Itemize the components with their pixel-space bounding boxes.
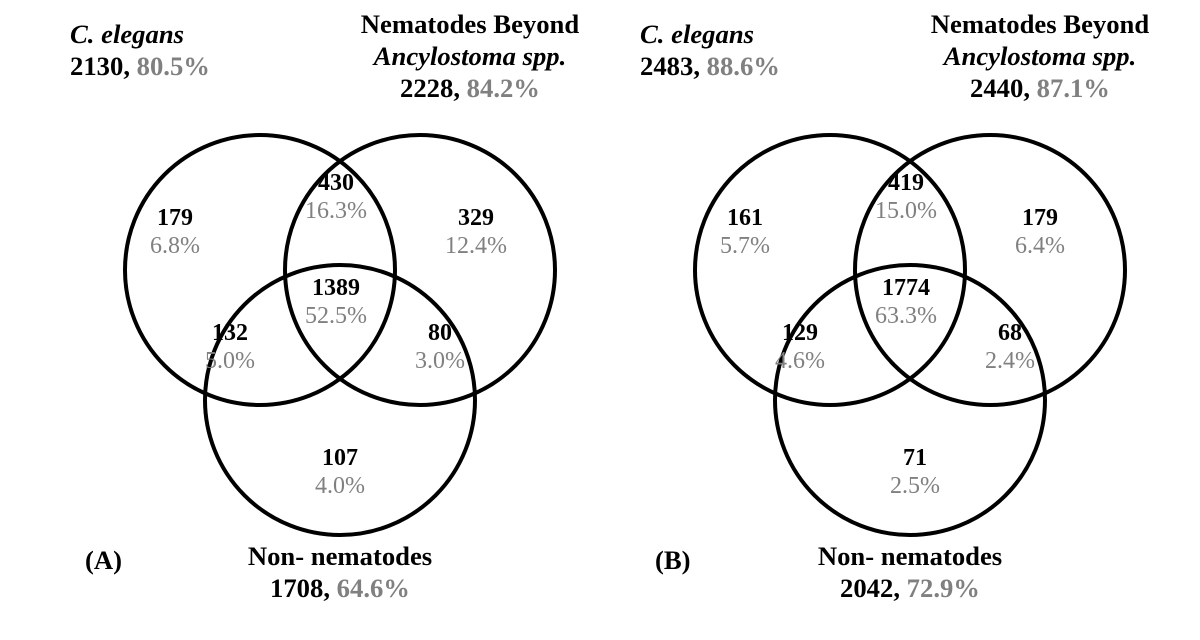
header-right-title-line1: Nematodes Beyond bbox=[330, 8, 610, 40]
a-lb: 132 5.0% bbox=[205, 320, 255, 375]
a-right-only: 329 12.4% bbox=[445, 205, 507, 260]
b-left-only: 161 5.7% bbox=[720, 205, 770, 260]
b-header-left-pct: 88.6% bbox=[707, 51, 780, 81]
a-left-only-count: 179 bbox=[150, 205, 200, 233]
header-left-title: C. elegans bbox=[70, 19, 184, 49]
panel-a-header-bottom: Non- nematodes 1708, 64.6% bbox=[210, 540, 470, 604]
b-left-only-pct: 5.7% bbox=[720, 233, 770, 261]
a-right-only-pct: 12.4% bbox=[445, 233, 507, 261]
b-lr: 419 15.0% bbox=[875, 170, 937, 225]
a-bottom-only-pct: 4.0% bbox=[315, 473, 365, 501]
b-header-left-count: 2483 bbox=[640, 51, 693, 81]
panel-a-tag: (A) bbox=[85, 545, 122, 576]
b-lb: 129 4.6% bbox=[775, 320, 825, 375]
header-bottom-pct: 64.6% bbox=[337, 573, 410, 603]
b-right-only-count: 179 bbox=[1015, 205, 1065, 233]
a-right-only-count: 329 bbox=[445, 205, 507, 233]
b-lr-pct: 15.0% bbox=[875, 198, 937, 226]
a-lb-count: 132 bbox=[205, 320, 255, 348]
b-center-count: 1774 bbox=[875, 275, 937, 303]
b-header-right-pct: 87.1% bbox=[1037, 73, 1110, 103]
b-header-right-count: 2440 bbox=[970, 73, 1023, 103]
b-rb-pct: 2.4% bbox=[985, 348, 1035, 376]
b-center: 1774 63.3% bbox=[875, 275, 937, 330]
a-rb: 80 3.0% bbox=[415, 320, 465, 375]
b-header-right-title-line2: Ancylostoma spp. bbox=[944, 41, 1137, 71]
b-lr-count: 419 bbox=[875, 170, 937, 198]
header-bottom-count: 1708 bbox=[270, 573, 323, 603]
panel-b-tag: (B) bbox=[655, 545, 691, 576]
a-lr: 430 16.3% bbox=[305, 170, 367, 225]
panel-a-header-left: C. elegans 2130, 80.5% bbox=[70, 18, 210, 82]
a-lb-pct: 5.0% bbox=[205, 348, 255, 376]
a-bottom-only-count: 107 bbox=[315, 445, 365, 473]
b-lb-count: 129 bbox=[775, 320, 825, 348]
b-rb: 68 2.4% bbox=[985, 320, 1035, 375]
a-bottom-only: 107 4.0% bbox=[315, 445, 365, 500]
b-header-bottom-count: 2042 bbox=[840, 573, 893, 603]
header-bottom-title: Non- nematodes bbox=[210, 540, 470, 572]
b-header-bottom-pct: 72.9% bbox=[907, 573, 980, 603]
a-lr-count: 430 bbox=[305, 170, 367, 198]
a-center: 1389 52.5% bbox=[305, 275, 367, 330]
panel-b-header-left: C. elegans 2483, 88.6% bbox=[640, 18, 780, 82]
b-lb-pct: 4.6% bbox=[775, 348, 825, 376]
header-left-count: 2130 bbox=[70, 51, 123, 81]
a-rb-count: 80 bbox=[415, 320, 465, 348]
b-header-right-title-line1: Nematodes Beyond bbox=[900, 8, 1180, 40]
a-rb-pct: 3.0% bbox=[415, 348, 465, 376]
b-right-only: 179 6.4% bbox=[1015, 205, 1065, 260]
a-left-only-pct: 6.8% bbox=[150, 233, 200, 261]
b-bottom-only-pct: 2.5% bbox=[890, 473, 940, 501]
b-left-only-count: 161 bbox=[720, 205, 770, 233]
a-left-only: 179 6.8% bbox=[150, 205, 200, 260]
a-lr-pct: 16.3% bbox=[305, 198, 367, 226]
header-right-pct: 84.2% bbox=[467, 73, 540, 103]
a-center-pct: 52.5% bbox=[305, 303, 367, 331]
header-right-title-line2: Ancylostoma spp. bbox=[374, 41, 567, 71]
header-left-pct: 80.5% bbox=[137, 51, 210, 81]
header-right-count: 2228 bbox=[400, 73, 453, 103]
panel-b-header-right: Nematodes Beyond Ancylostoma spp. 2440, … bbox=[900, 8, 1180, 104]
panel-b-header-bottom: Non- nematodes 2042, 72.9% bbox=[780, 540, 1040, 604]
b-header-left-title: C. elegans bbox=[640, 19, 754, 49]
b-rb-count: 68 bbox=[985, 320, 1035, 348]
b-center-pct: 63.3% bbox=[875, 303, 937, 331]
figure-stage: C. elegans 2130, 80.5% Nematodes Beyond … bbox=[0, 0, 1200, 640]
b-right-only-pct: 6.4% bbox=[1015, 233, 1065, 261]
b-header-bottom-title: Non- nematodes bbox=[780, 540, 1040, 572]
b-bottom-only-count: 71 bbox=[890, 445, 940, 473]
panel-a-header-right: Nematodes Beyond Ancylostoma spp. 2228, … bbox=[330, 8, 610, 104]
b-bottom-only: 71 2.5% bbox=[890, 445, 940, 500]
a-center-count: 1389 bbox=[305, 275, 367, 303]
